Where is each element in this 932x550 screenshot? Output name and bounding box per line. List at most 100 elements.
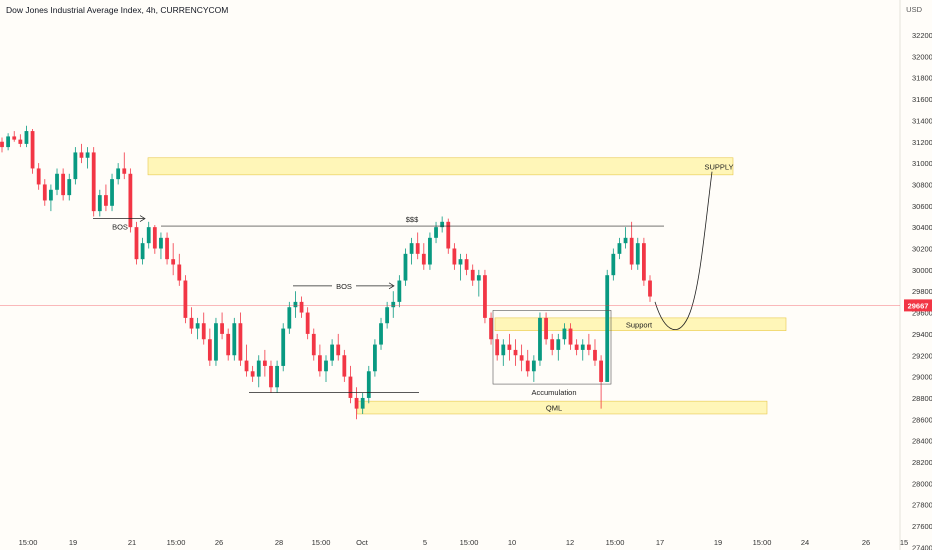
candle[interactable]	[629, 221, 634, 270]
candle[interactable]	[440, 216, 445, 233]
candle[interactable]	[18, 134, 23, 148]
candle[interactable]	[122, 152, 127, 180]
candle[interactable]	[232, 317, 237, 361]
candle[interactable]	[36, 163, 41, 190]
candle[interactable]	[61, 168, 66, 201]
candle[interactable]	[299, 296, 304, 318]
candle[interactable]	[207, 328, 212, 366]
candle[interactable]	[330, 339, 335, 366]
candle[interactable]	[97, 189, 102, 217]
candle[interactable]	[623, 227, 628, 249]
candle[interactable]	[281, 323, 286, 372]
candle[interactable]	[446, 218, 451, 254]
candle[interactable]	[134, 221, 139, 265]
candle[interactable]	[373, 339, 377, 377]
candle[interactable]	[360, 392, 365, 414]
candle[interactable]	[73, 147, 78, 185]
candle[interactable]	[67, 173, 72, 201]
candle[interactable]	[586, 333, 591, 356]
candle[interactable]	[238, 312, 243, 366]
candle[interactable]	[250, 365, 255, 382]
candle[interactable]	[366, 365, 371, 404]
candle[interactable]	[605, 269, 610, 382]
candle[interactable]	[464, 253, 469, 276]
candle[interactable]	[403, 248, 408, 286]
candle[interactable]	[293, 291, 298, 318]
candle[interactable]	[617, 237, 622, 260]
candle[interactable]	[85, 147, 90, 169]
candle[interactable]	[91, 147, 96, 217]
candle[interactable]	[226, 328, 231, 361]
candle[interactable]	[415, 232, 420, 260]
candle[interactable]	[379, 317, 383, 350]
candle[interactable]	[538, 312, 542, 366]
candle[interactable]	[262, 349, 267, 377]
candle[interactable]	[79, 143, 84, 164]
candle[interactable]	[421, 243, 426, 270]
candle[interactable]	[599, 355, 603, 409]
candle[interactable]	[342, 349, 347, 382]
candle[interactable]	[152, 225, 157, 254]
candle[interactable]	[513, 339, 518, 366]
candle[interactable]	[562, 323, 567, 345]
candle[interactable]	[171, 243, 176, 276]
candle[interactable]	[483, 269, 487, 324]
candle[interactable]	[544, 312, 548, 345]
candle[interactable]	[611, 248, 616, 281]
candle[interactable]	[311, 328, 316, 361]
candle[interactable]	[556, 333, 561, 361]
candle[interactable]	[140, 237, 145, 265]
candle[interactable]	[495, 333, 500, 361]
candle[interactable]	[409, 237, 414, 265]
candle[interactable]	[287, 301, 292, 334]
candle[interactable]	[476, 269, 481, 297]
candle[interactable]	[104, 184, 108, 212]
candle[interactable]	[507, 333, 512, 361]
candle[interactable]	[470, 264, 475, 286]
candle[interactable]	[648, 275, 652, 302]
candle[interactable]	[183, 275, 188, 324]
candle[interactable]	[0, 137, 4, 153]
candle[interactable]	[391, 291, 396, 318]
candle[interactable]	[116, 163, 121, 185]
candle[interactable]	[354, 387, 359, 420]
candle[interactable]	[324, 355, 328, 382]
candle[interactable]	[165, 232, 169, 265]
candle[interactable]	[146, 221, 151, 249]
candle[interactable]	[519, 344, 524, 372]
candle[interactable]	[110, 173, 114, 212]
candle[interactable]	[159, 232, 163, 260]
candle[interactable]	[550, 333, 555, 356]
candle[interactable]	[220, 312, 224, 340]
candle[interactable]	[580, 339, 585, 361]
candle[interactable]	[568, 323, 573, 350]
candle[interactable]	[128, 168, 133, 233]
candle[interactable]	[489, 312, 493, 345]
candle[interactable]	[42, 179, 47, 206]
candle[interactable]	[6, 133, 11, 151]
candle[interactable]	[24, 125, 29, 148]
candle[interactable]	[256, 355, 261, 388]
candle[interactable]	[12, 131, 17, 142]
candle[interactable]	[269, 360, 273, 393]
candle[interactable]	[525, 349, 530, 377]
candle[interactable]	[348, 365, 353, 404]
candle[interactable]	[49, 184, 53, 212]
candle[interactable]	[531, 355, 536, 382]
candle[interactable]	[30, 128, 35, 174]
candle[interactable]	[635, 237, 640, 270]
candle[interactable]	[177, 253, 182, 286]
candle[interactable]	[385, 301, 390, 329]
candle[interactable]	[574, 339, 579, 356]
candle[interactable]	[244, 344, 249, 377]
candle[interactable]	[214, 317, 218, 366]
candle[interactable]	[458, 253, 463, 281]
candle[interactable]	[397, 275, 402, 308]
candle[interactable]	[434, 221, 438, 244]
candle[interactable]	[452, 243, 457, 270]
candle[interactable]	[336, 333, 341, 361]
candle[interactable]	[55, 168, 59, 196]
candle[interactable]	[201, 312, 206, 345]
candle[interactable]	[317, 344, 322, 377]
